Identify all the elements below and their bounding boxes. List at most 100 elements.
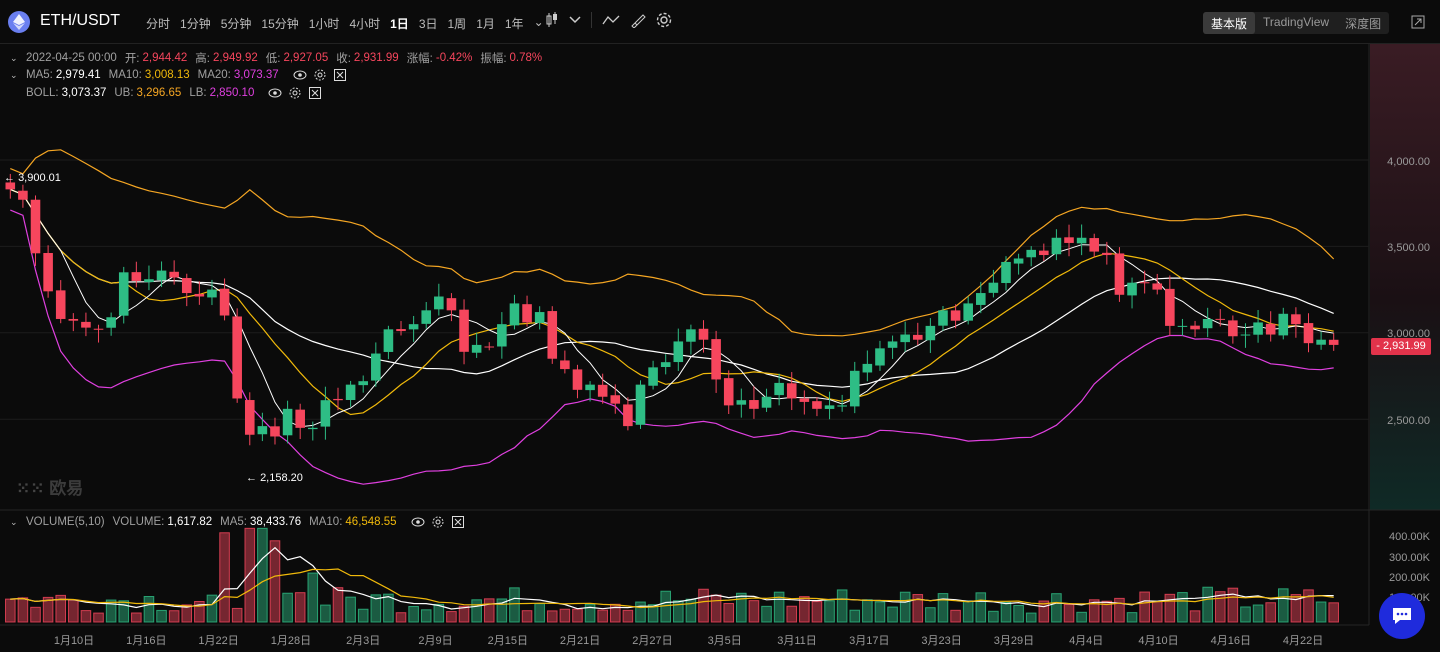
fullscreen-icon[interactable] xyxy=(1411,14,1425,33)
interval-0[interactable]: 分时 xyxy=(146,17,171,31)
view-2[interactable]: 深度图 xyxy=(1345,17,1382,31)
view-0[interactable]: 基本版 xyxy=(1203,12,1256,34)
volume-bar xyxy=(1290,594,1302,623)
chevron-down-icon[interactable]: ⌄ xyxy=(10,52,18,63)
volume-bar xyxy=(899,591,911,623)
candle-body xyxy=(282,408,293,436)
interval-8[interactable]: 1周 xyxy=(447,17,467,31)
volume-bar xyxy=(17,597,29,623)
close-icon[interactable] xyxy=(451,515,465,529)
candle-body xyxy=(1228,320,1238,337)
candle-body xyxy=(81,321,91,328)
candle-body xyxy=(169,271,179,278)
high-marker-value: 3,900.01 xyxy=(18,172,61,184)
candle-body xyxy=(950,310,961,321)
interval-6[interactable]: 1日 xyxy=(390,17,409,31)
high-marker: ← 3,900.01 xyxy=(4,172,61,184)
candle-body xyxy=(1001,261,1011,284)
candle-body xyxy=(1076,237,1087,244)
candle-body xyxy=(862,363,873,373)
volume-bar xyxy=(660,590,671,623)
interval-7[interactable]: 3日 xyxy=(418,17,438,31)
candle-body xyxy=(244,400,255,435)
volume-bar xyxy=(282,592,293,623)
current-price-tag: - 2,931.99 xyxy=(1371,338,1431,355)
boll-ub-value: 3,296.65 xyxy=(136,87,182,99)
volume-bar xyxy=(332,587,344,623)
vol-ma10-label: MA10: xyxy=(309,516,343,528)
candle-body xyxy=(547,311,558,359)
change-value: -0.42% xyxy=(435,52,473,64)
volume-bar xyxy=(1164,593,1176,623)
candle-body xyxy=(131,272,142,281)
draw-tool-icon[interactable] xyxy=(630,12,646,28)
price-tick: 3,000.00 xyxy=(1387,328,1430,340)
candle-body xyxy=(1303,323,1314,344)
eye-icon[interactable] xyxy=(411,515,425,529)
volume-bar xyxy=(1240,606,1251,623)
candle-body xyxy=(358,381,368,386)
interval-10[interactable]: 1年 xyxy=(504,17,524,31)
trading-pair[interactable]: ETH/USDT xyxy=(40,12,120,29)
volume-bar xyxy=(420,609,432,623)
candle-body xyxy=(1114,253,1125,295)
candle-body xyxy=(774,382,784,396)
candle-body xyxy=(156,270,167,281)
volume-bar xyxy=(1025,612,1037,623)
candle-body xyxy=(1026,249,1036,258)
ma20-label: MA20: xyxy=(197,69,231,81)
volume-bar xyxy=(874,601,886,623)
volume-bar xyxy=(471,599,482,623)
chevron-down-icon[interactable]: ⌄ xyxy=(533,15,544,29)
volume-bar xyxy=(824,600,835,623)
candle-date: 2022-04-25 00:00 xyxy=(26,52,117,64)
interval-3[interactable]: 15分钟 xyxy=(261,17,299,31)
chat-support-button[interactable] xyxy=(1379,593,1425,639)
date-tick: 4月10日 xyxy=(1138,635,1179,647)
candle-body xyxy=(144,279,154,283)
interval-5[interactable]: 4小时 xyxy=(349,17,381,31)
candle-body xyxy=(434,296,444,310)
date-tick: 2月3日 xyxy=(346,635,381,647)
gear-icon[interactable] xyxy=(431,515,445,529)
settings-icon[interactable] xyxy=(656,12,672,28)
gear-icon[interactable] xyxy=(288,86,302,100)
candle-body xyxy=(5,182,16,190)
chevron-down-icon[interactable]: ⌄ xyxy=(10,516,18,527)
candle-body xyxy=(648,367,658,386)
vol-ma5-label: MA5: xyxy=(220,516,247,528)
close-icon[interactable] xyxy=(333,68,347,82)
interval-1[interactable]: 1分钟 xyxy=(180,17,211,31)
volume-bar xyxy=(1088,599,1100,623)
candle-body xyxy=(887,341,898,348)
close-icon[interactable] xyxy=(308,86,322,100)
view-1[interactable]: TradingView xyxy=(1263,15,1330,29)
interval-4[interactable]: 1小时 xyxy=(308,17,340,31)
eye-icon[interactable] xyxy=(293,68,307,82)
candle-body xyxy=(471,344,482,353)
volume-bar xyxy=(862,599,873,623)
candle-body xyxy=(988,282,999,293)
interval-2[interactable]: 5分钟 xyxy=(220,17,252,31)
volume-bar xyxy=(370,594,382,623)
gear-icon[interactable] xyxy=(313,68,327,82)
candle-body xyxy=(824,405,835,409)
date-tick: 3月29日 xyxy=(993,635,1035,647)
chevron-down-icon[interactable]: ⌄ xyxy=(10,69,18,80)
volume-bar xyxy=(534,603,545,623)
date-tick: 2月21日 xyxy=(559,635,601,647)
chevron-down-icon[interactable] xyxy=(569,16,581,24)
volume-bar xyxy=(1038,600,1050,623)
volume-bar xyxy=(483,598,495,623)
boll-lb-value: 2,850.10 xyxy=(209,87,255,99)
date-tick: 4月4日 xyxy=(1069,635,1104,647)
interval-9[interactable]: 1月 xyxy=(476,17,495,31)
volume-bar xyxy=(546,610,558,623)
indicator-icon[interactable] xyxy=(602,14,620,26)
candle-type-icon[interactable] xyxy=(545,12,559,28)
volume-bar xyxy=(1177,592,1188,623)
eye-icon[interactable] xyxy=(268,86,282,100)
volume-bar xyxy=(194,601,205,623)
amplitude-label: 振幅: xyxy=(480,53,507,65)
